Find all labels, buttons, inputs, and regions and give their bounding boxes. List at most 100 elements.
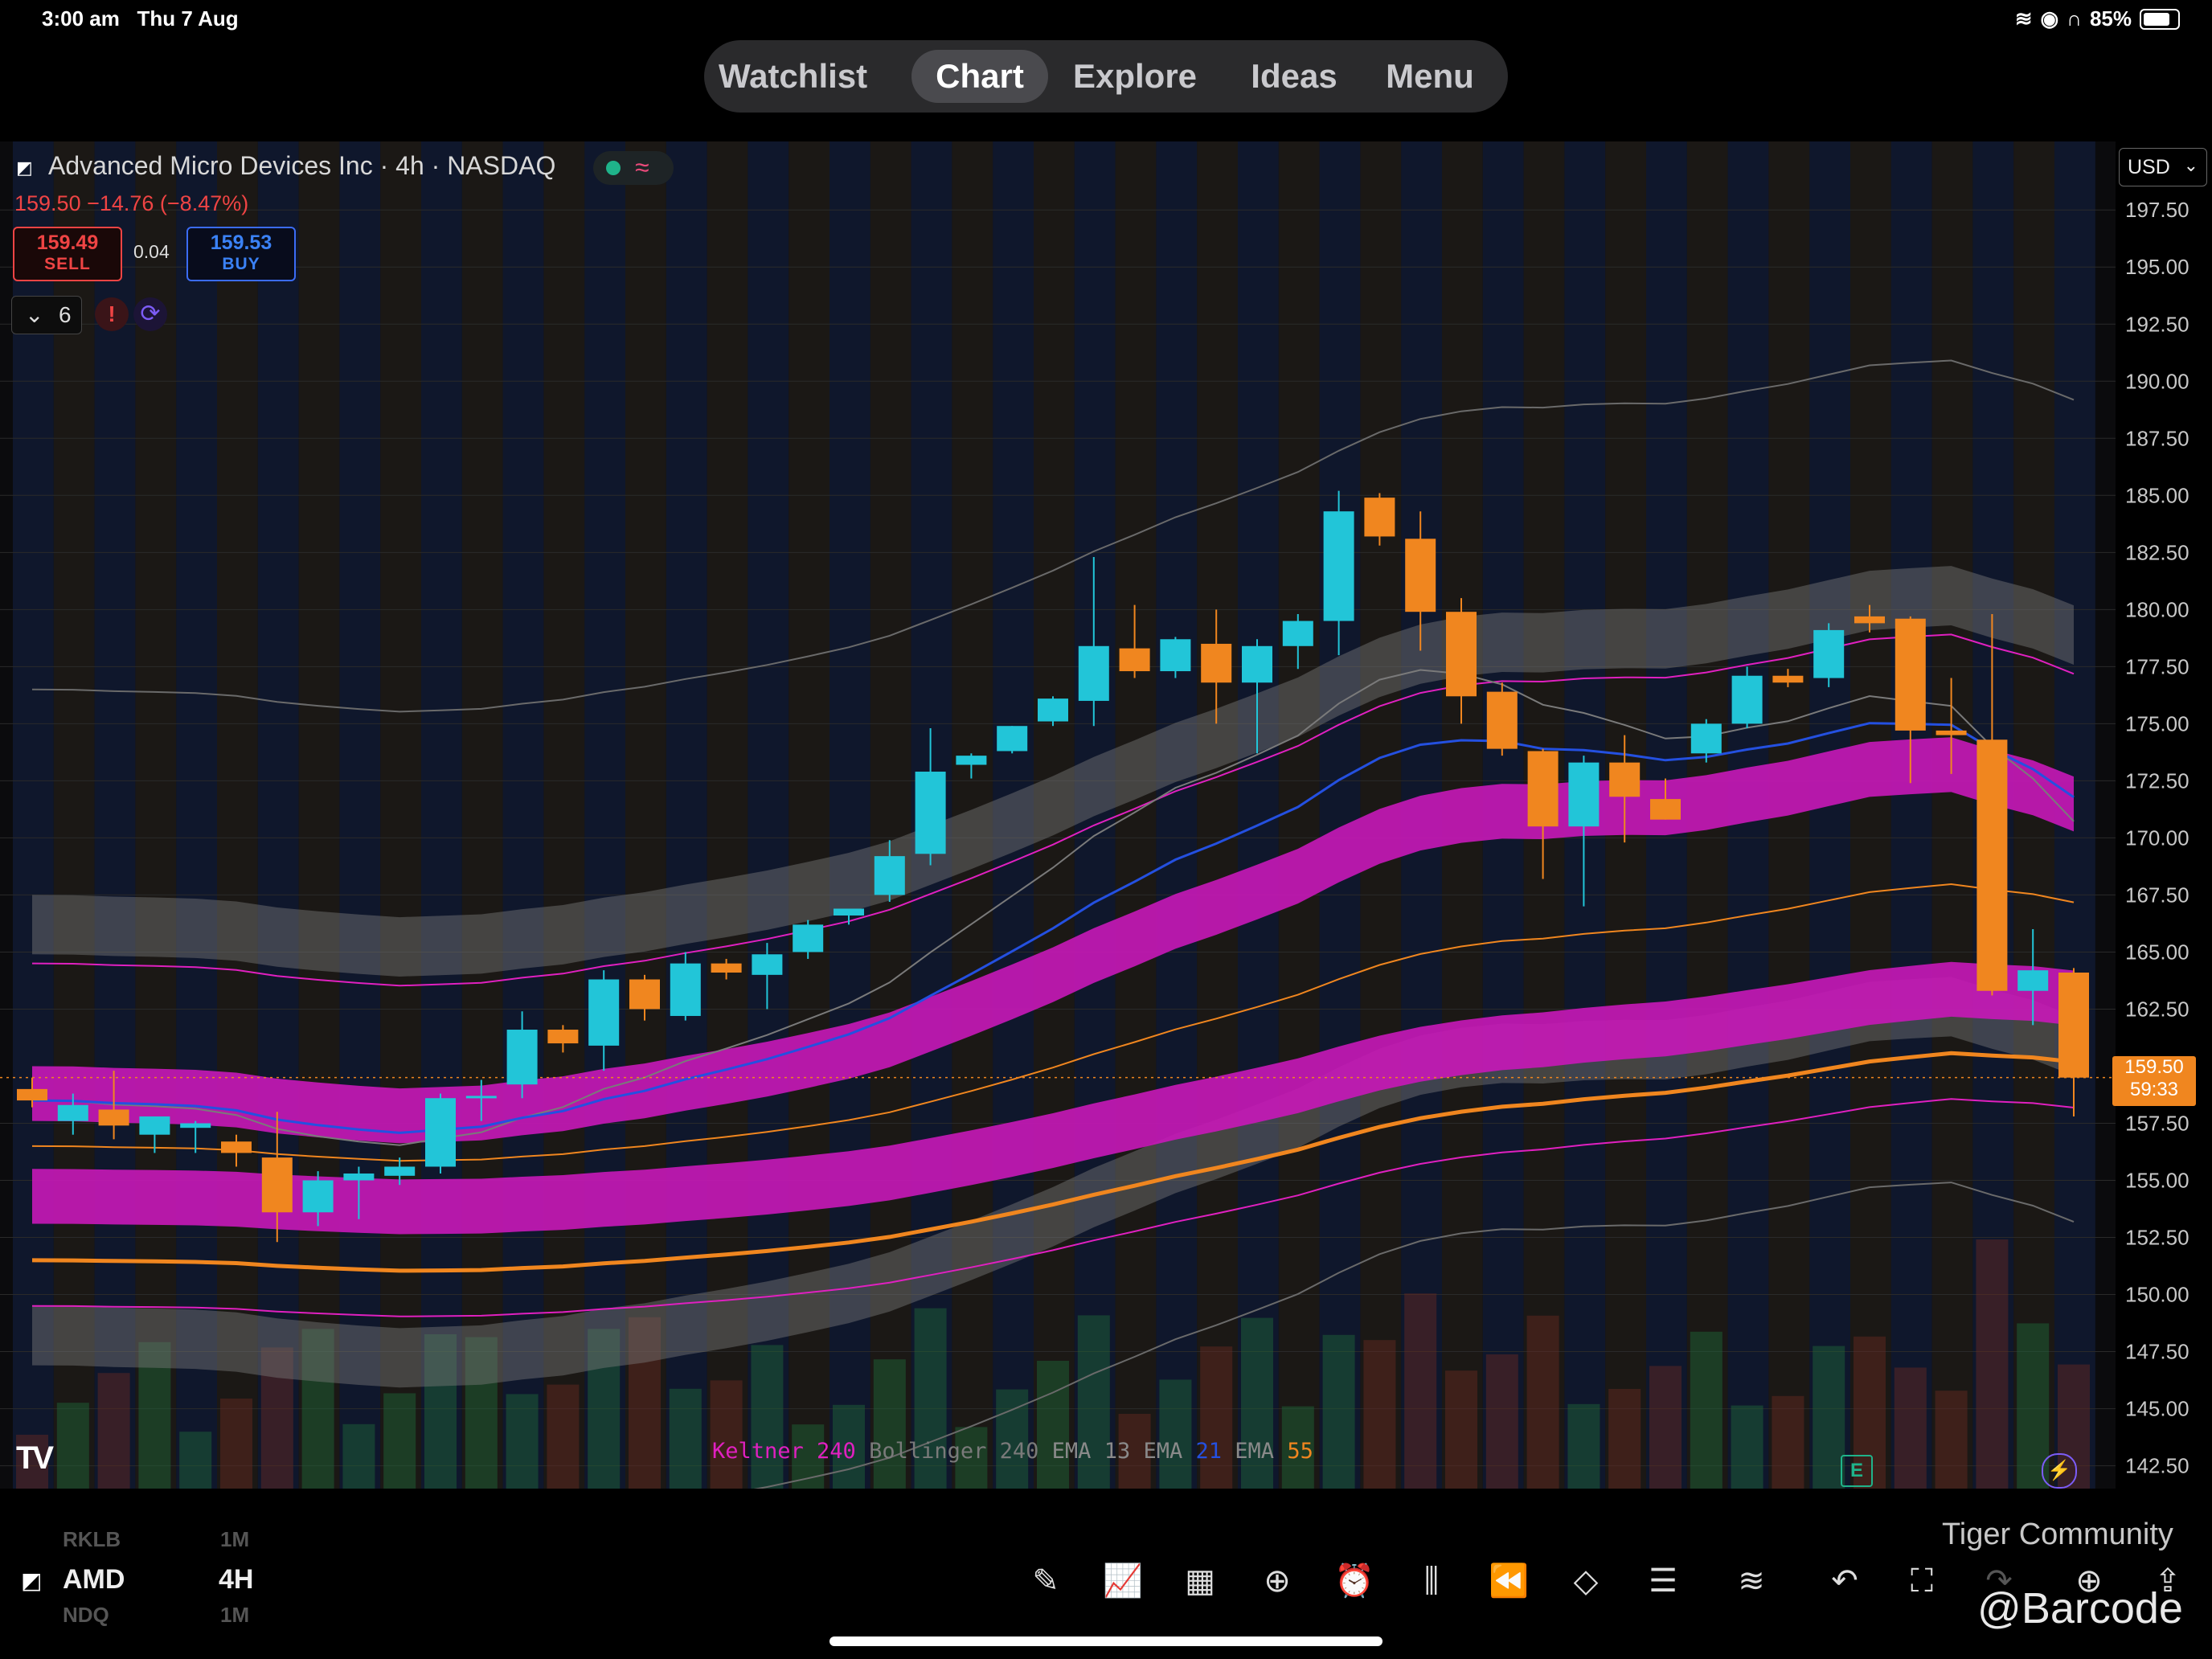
candle-body[interactable]: [1160, 639, 1191, 672]
candle-body[interactable]: [915, 772, 946, 854]
earnings-icon[interactable]: E: [1841, 1455, 1873, 1487]
pencil-icon[interactable]: ✎: [1032, 1563, 1059, 1599]
price-axis[interactable]: 197.50 195.00 192.50 190.00 187.50 185.00 182.…: [2116, 141, 2212, 1489]
replay-icon[interactable]: ⏪: [1489, 1563, 1529, 1599]
candle[interactable]: [793, 920, 824, 959]
candle-body[interactable]: [1201, 643, 1232, 683]
candle[interactable]: [261, 1112, 293, 1243]
candle-body[interactable]: [1527, 751, 1559, 827]
candle-body[interactable]: [629, 979, 660, 1010]
candle[interactable]: [1609, 735, 1641, 843]
candle[interactable]: [1405, 511, 1436, 651]
price-chart[interactable]: 197.50 195.00 192.50 190.00 187.50 185.00 182.…: [0, 141, 2212, 1492]
currency-select[interactable]: USD ⌄: [2119, 148, 2207, 186]
alert-icon[interactable]: !: [95, 297, 129, 331]
candle[interactable]: [1854, 604, 1885, 633]
time-axis[interactable]: 212223242528293031Aug456: [0, 1489, 2212, 1492]
candle-body[interactable]: [1323, 511, 1354, 621]
candle[interactable]: [752, 943, 783, 1010]
candle[interactable]: [343, 1166, 375, 1219]
candle[interactable]: [1119, 604, 1150, 678]
candle-body[interactable]: [384, 1166, 416, 1176]
candle[interactable]: [221, 1134, 252, 1167]
indicators-toggle[interactable]: ⌄ 6: [11, 296, 82, 334]
candle[interactable]: [302, 1171, 334, 1227]
alarm-icon[interactable]: ⏰: [1334, 1563, 1374, 1599]
candle[interactable]: [711, 958, 742, 980]
candle-body[interactable]: [139, 1116, 170, 1135]
candle[interactable]: [1650, 778, 1681, 820]
buy-button[interactable]: 159.53 BUY: [186, 227, 296, 281]
candle-body[interactable]: [465, 1096, 497, 1099]
candle-body[interactable]: [1976, 739, 2008, 991]
indicator-legend[interactable]: Keltner 240 Bollinger 240 EMA 13 EMA 21 …: [712, 1439, 1313, 1464]
candle[interactable]: [1446, 598, 1477, 724]
candle[interactable]: [180, 1120, 211, 1153]
candle-body[interactable]: [302, 1180, 334, 1213]
tab-ideas[interactable]: Ideas: [1251, 57, 1337, 95]
candle-body[interactable]: [1405, 539, 1436, 612]
candle-body[interactable]: [752, 954, 783, 975]
candle[interactable]: [1690, 719, 1722, 763]
candle-body[interactable]: [1242, 645, 1272, 683]
candle[interactable]: [425, 1093, 456, 1174]
tab-explore[interactable]: Explore: [1072, 57, 1198, 95]
candle[interactable]: [1242, 639, 1272, 754]
tab-chart[interactable]: Chart: [911, 50, 1048, 103]
candle[interactable]: [997, 726, 1028, 754]
candle-body[interactable]: [57, 1104, 88, 1121]
candle-body[interactable]: [1936, 730, 1967, 735]
candle[interactable]: [1078, 557, 1109, 727]
candle[interactable]: [1282, 614, 1313, 670]
candle-body[interactable]: [1650, 799, 1681, 820]
candle[interactable]: [1976, 614, 2008, 996]
add-circle-icon[interactable]: ⊕: [1264, 1563, 1291, 1599]
candle[interactable]: [2017, 929, 2049, 1026]
sell-button[interactable]: 159.49 SELL: [13, 227, 122, 281]
share-icon[interactable]: ⇪: [2154, 1563, 2181, 1599]
undo-icon[interactable]: ↶: [1831, 1563, 1858, 1599]
candle-body[interactable]: [1282, 621, 1313, 646]
candle-body[interactable]: [1854, 616, 1885, 624]
candle-body[interactable]: [98, 1109, 129, 1126]
candle[interactable]: [1364, 493, 1395, 546]
candle-body[interactable]: [1568, 762, 1600, 827]
settings-sliders-icon[interactable]: ☰: [1649, 1563, 1677, 1599]
candle[interactable]: [1486, 682, 1518, 756]
chart-canvas[interactable]: 197.50 195.00 192.50 190.00 187.50 185.00 182.…: [0, 141, 2212, 1492]
candle[interactable]: [956, 753, 987, 779]
candle[interactable]: [1568, 756, 1600, 907]
candle-body[interactable]: [997, 726, 1028, 752]
candle-body[interactable]: [1038, 698, 1068, 722]
symbol-title[interactable]: Advanced Micro Devices Inc · 4h · NASDAQ: [48, 151, 556, 180]
fullscreen-icon[interactable]: ⛶: [1911, 1563, 1933, 1599]
candle[interactable]: [17, 1077, 47, 1108]
candle[interactable]: [1936, 678, 1967, 774]
tab-watchlist[interactable]: Watchlist: [719, 57, 868, 95]
candle-body[interactable]: [1813, 629, 1845, 678]
compare-icon[interactable]: ≋: [1738, 1563, 1765, 1599]
candle[interactable]: [834, 908, 864, 925]
candle-body[interactable]: [1486, 691, 1518, 749]
candle-body[interactable]: [261, 1157, 293, 1213]
candle-body[interactable]: [1609, 762, 1641, 797]
candle-body[interactable]: [670, 963, 701, 1016]
candle[interactable]: [384, 1157, 416, 1186]
candle[interactable]: [1038, 696, 1068, 727]
bolt-icon[interactable]: ⚡: [2042, 1453, 2077, 1489]
toolbar-interval[interactable]: 4H: [219, 1564, 254, 1595]
candle[interactable]: [1201, 609, 1232, 724]
candle-body[interactable]: [588, 979, 620, 1046]
candle[interactable]: [2058, 968, 2089, 1116]
zoom-in-icon[interactable]: ⊕: [2075, 1563, 2103, 1599]
candle-body[interactable]: [711, 963, 742, 973]
candle-body[interactable]: [506, 1030, 538, 1085]
market-status[interactable]: ≈: [593, 151, 674, 185]
candle-body[interactable]: [343, 1173, 375, 1181]
candle-body[interactable]: [956, 756, 987, 765]
candle-body[interactable]: [793, 924, 824, 952]
candle[interactable]: [465, 1079, 497, 1121]
candle[interactable]: [670, 952, 701, 1021]
candles[interactable]: [17, 490, 2089, 1243]
candle-body[interactable]: [17, 1088, 47, 1101]
